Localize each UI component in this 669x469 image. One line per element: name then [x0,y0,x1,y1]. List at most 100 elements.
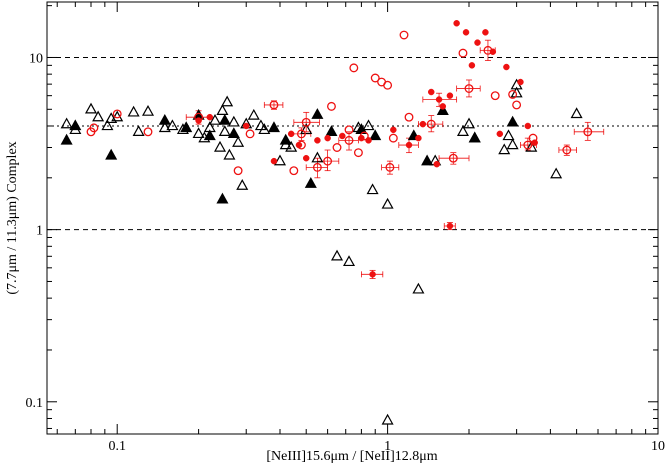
filled-triangle-point [304,177,317,188]
open-circle-point [508,89,518,99]
open-triangle-point [216,104,229,116]
open-triangle-point [132,125,145,137]
filled-circle-point [405,141,413,149]
filled-circle-point [474,39,481,46]
open-triangle-point [456,125,469,137]
data-points [60,20,593,425]
open-circle-point [385,162,395,172]
filled-circle-point [435,96,443,103]
filled-triangle-point [60,133,73,145]
open-circle-point [312,162,322,172]
filled-circle-point [206,113,214,121]
open-circle-point [327,101,336,111]
open-circle-point [269,100,279,110]
open-triangle-point [506,138,519,150]
y-tick-label: 0.1 [26,396,44,411]
filled-triangle-point [105,148,118,160]
open-circle-point [323,156,333,166]
open-circle-point [523,140,533,150]
error-bars [185,39,605,279]
filled-triangle-point [279,133,292,145]
open-triangle-point [381,413,394,425]
open-triangle-point [502,129,515,141]
open-triangle-point [330,249,344,261]
open-circle-point [458,48,468,58]
open-triangle-point [84,102,98,114]
x-axis-title: [NeIII]15.6μm / [NeII]12.8μm [266,449,437,464]
filled-circle-point [446,222,454,230]
filled-circle-point [324,134,331,142]
y-axis-title: (7.7μm / 11.3μm) Complex [5,141,20,294]
open-circle-point [332,143,342,152]
open-circle-point [143,127,153,137]
filled-triangle-point [436,104,449,116]
open-circle-point [404,112,414,122]
filled-triangle-point [158,113,171,125]
plot-frame [46,1,659,435]
open-circle-point [301,117,311,127]
open-triangle-point [273,154,287,166]
open-triangle-point [60,117,73,129]
open-circle-point [289,166,299,176]
open-triangle-point [218,125,231,137]
open-triangle-point [221,95,234,107]
tick-labels: 0.1 1 10 0.1 1 10 [26,51,666,454]
open-triangle-point [570,107,583,119]
filled-circle-point [195,117,202,124]
open-triangle-point [127,105,140,117]
filled-triangle-point [369,129,382,141]
open-triangle-point [510,86,523,98]
filled-triangle-point [69,119,82,131]
open-circle-point [349,63,359,73]
open-circle-point [353,148,363,158]
y-tick-label: 10 [29,51,43,66]
open-circle-point [233,166,243,176]
open-triangle-point [362,119,375,131]
filled-triangle-point [421,154,434,166]
open-circle-point [383,80,393,90]
filled-circle-point [415,134,422,142]
open-circle-point [399,30,409,40]
filled-circle-point [531,139,538,146]
filled-circle-point [369,271,376,278]
open-triangle-point [158,121,171,133]
x-tick-label: 10 [651,439,665,454]
filled-circle-point [339,132,346,140]
filled-circle-point [314,137,321,144]
filled-circle-point [295,141,303,149]
filled-triangle-point [506,115,519,127]
x-tick-label: 0.1 [108,439,126,454]
filled-triangle-point [203,129,216,141]
open-circle-point [344,125,354,135]
filled-circle-point [427,88,435,96]
open-triangle-point [366,183,379,195]
filled-triangle-point [180,121,193,133]
filled-circle-point [482,29,489,36]
filled-circle-point [517,78,524,86]
filled-circle-point [365,137,372,144]
filled-circle-point [358,134,365,142]
open-triangle-point [412,282,425,294]
open-circle-point [388,133,398,143]
filled-circle-point [453,20,460,27]
open-circle-point [245,129,255,139]
open-triangle-point [258,123,271,135]
filled-circle-point [496,130,504,138]
x-tick-label: 1 [384,439,391,454]
open-triangle-point [300,123,313,135]
open-circle-point [490,91,500,101]
open-circle-point [112,109,122,119]
filled-triangle-point [325,125,338,137]
open-triangle-point [343,255,356,267]
filled-circle-point [242,122,250,130]
open-triangle-point [247,108,260,120]
open-triangle-point [525,140,538,152]
axis-ticks [47,2,659,434]
open-triangle-point [232,136,245,147]
open-circle-point [89,123,99,133]
filled-circle-point [462,29,470,36]
filled-circle-point [446,92,454,99]
filled-triangle-point [468,131,481,143]
open-circle-point [512,100,522,110]
